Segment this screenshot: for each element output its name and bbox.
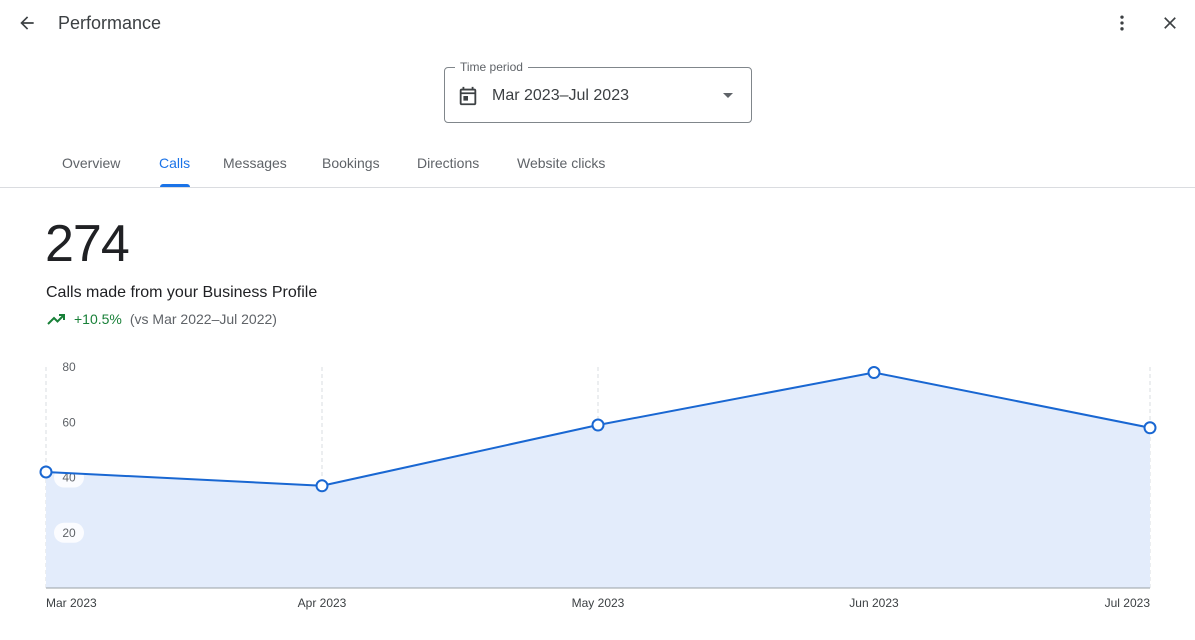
tab-overview[interactable]: Overview <box>62 155 121 171</box>
x-tick-label: May 2023 <box>572 596 625 610</box>
y-tick-label: 20 <box>62 526 76 540</box>
dropdown-arrow-icon <box>723 93 733 98</box>
x-tick-label: Jun 2023 <box>849 596 899 610</box>
trend-summary: +10.5% (vs Mar 2022–Jul 2022) <box>46 310 277 328</box>
arrow-back-icon <box>20 16 34 30</box>
more-options-button[interactable] <box>1107 8 1137 38</box>
time-period-label: Time period <box>455 60 528 74</box>
tab-website-clicks[interactable]: Website clicks <box>517 155 606 171</box>
tab-messages[interactable]: Messages <box>223 155 287 171</box>
time-period-select[interactable]: Time period Mar 2023–Jul 2023 <box>444 60 752 123</box>
tab-bar: Overview Calls Messages Bookings Directi… <box>0 140 1195 188</box>
active-tab-indicator <box>160 184 190 187</box>
tab-directions[interactable]: Directions <box>417 155 480 171</box>
tab-bookings[interactable]: Bookings <box>322 155 380 171</box>
calendar-icon <box>459 86 477 106</box>
data-point <box>1143 421 1157 435</box>
y-tick-label-bg <box>54 522 84 543</box>
x-tick-label: Apr 2023 <box>298 596 347 610</box>
x-tick-label: Mar 2023 <box>46 596 97 610</box>
data-point <box>39 465 53 479</box>
trend-change: +10.5% <box>74 311 122 327</box>
top-bar: Performance <box>0 0 1195 46</box>
close-icon <box>1164 17 1176 29</box>
metric-caption: Calls made from your Business Profile <box>46 284 318 301</box>
y-tick-label: 80 <box>62 360 76 374</box>
y-tick-label-bg <box>54 412 84 433</box>
time-period-value: Mar 2023–Jul 2023 <box>492 87 629 104</box>
data-point <box>591 418 605 432</box>
trend-comparison: (vs Mar 2022–Jul 2022) <box>129 311 277 327</box>
page-title: Performance <box>58 13 162 33</box>
y-tick-label-bg <box>54 357 84 377</box>
data-point <box>315 479 329 493</box>
more-vert-icon <box>1120 15 1124 31</box>
area-fill <box>46 372 1150 588</box>
data-point <box>867 366 881 380</box>
calls-chart: 20 40 60 80 Mar 2023 Apr 2023 May 2023 Jun 2023… <box>0 355 1195 640</box>
close-button[interactable] <box>1155 8 1185 38</box>
y-tick-label: 60 <box>62 415 76 429</box>
tab-calls[interactable]: Calls <box>159 155 191 171</box>
back-button[interactable] <box>12 8 42 38</box>
x-tick-label: Jul 2023 <box>1105 596 1151 610</box>
metric-value: 274 <box>45 215 130 273</box>
trending-up-icon <box>47 314 65 325</box>
